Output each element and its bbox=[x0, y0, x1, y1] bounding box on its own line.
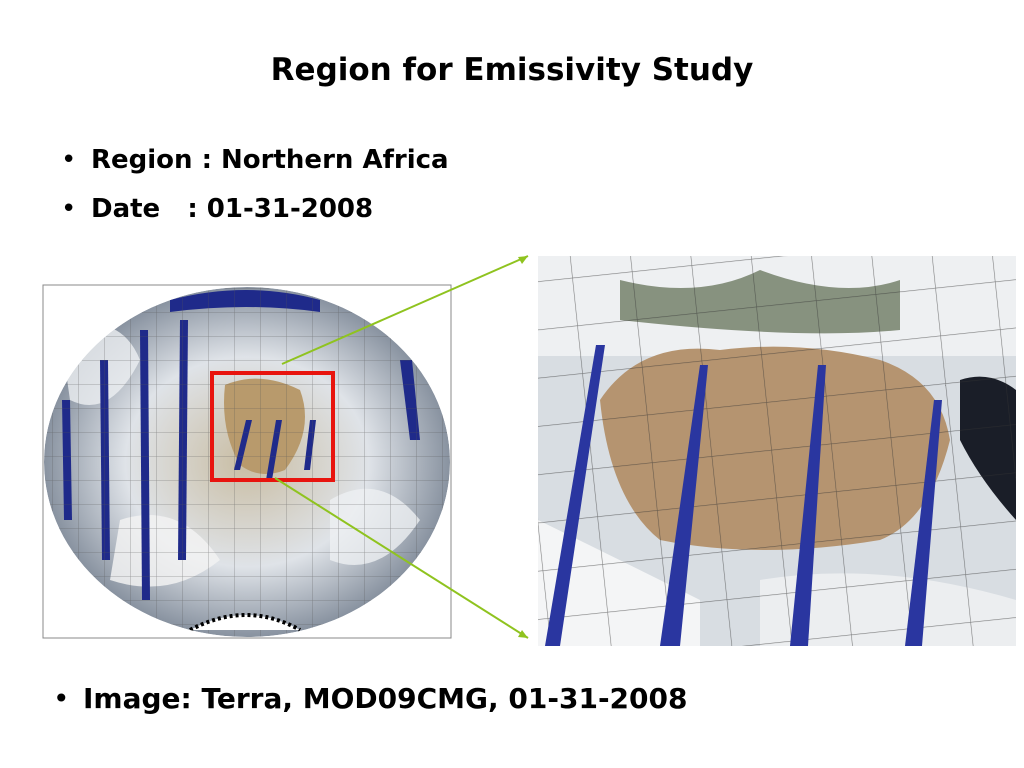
bullet: Date : 01-31-2008 bbox=[61, 194, 373, 224]
caption-bullet: Image: Terra, MOD09CMG, 01-31-2008 bbox=[53, 682, 687, 715]
arrow-head bbox=[518, 630, 528, 638]
slide-title: Region for Emissivity Study bbox=[270, 52, 754, 88]
globe-map bbox=[44, 287, 450, 637]
zoom-line bbox=[274, 477, 529, 639]
bullet: Region : Northern Africa bbox=[61, 145, 449, 175]
zoom-line bbox=[281, 255, 529, 365]
zoom-map bbox=[538, 256, 1016, 646]
arrow-head bbox=[518, 256, 528, 264]
region-box bbox=[210, 371, 335, 482]
